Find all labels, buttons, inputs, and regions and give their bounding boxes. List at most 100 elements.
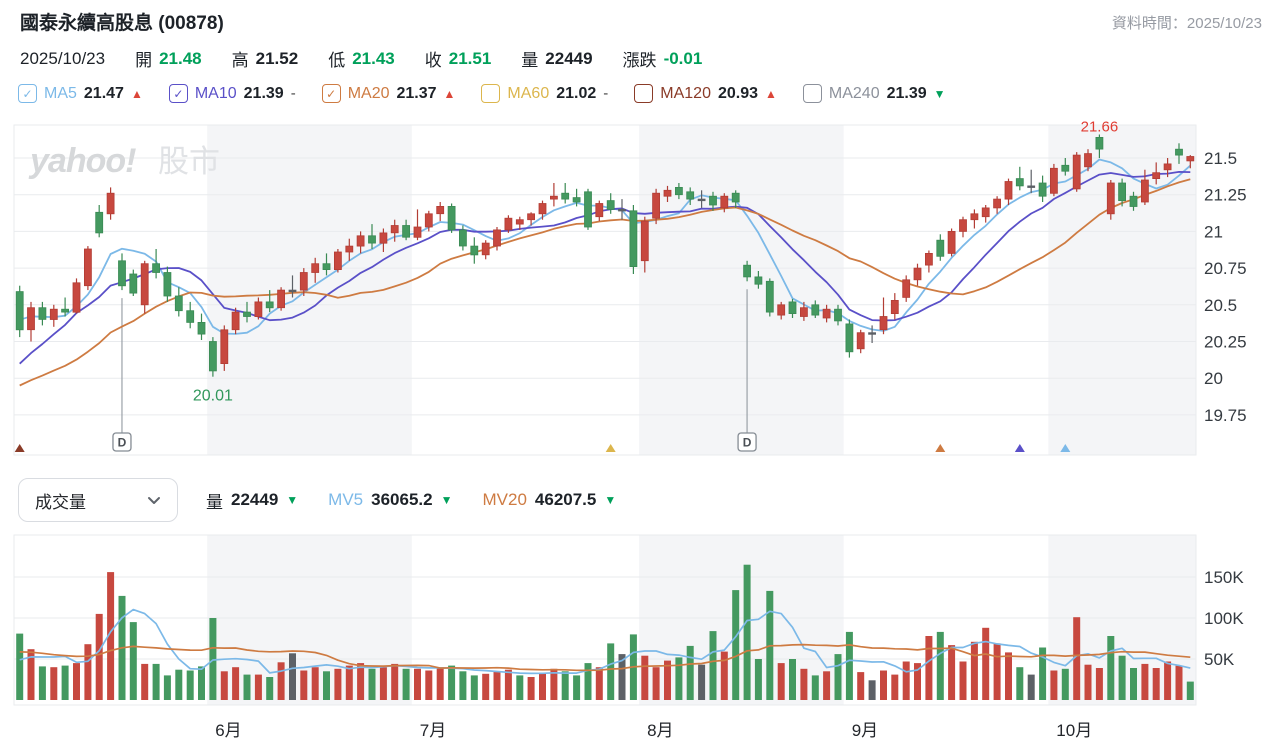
candles-layer <box>15 134 1195 377</box>
ma-value: 21.39 <box>243 84 284 102</box>
month-labels: 6月 7月 8月 9月 10月 <box>215 721 1092 740</box>
quote-field-label: 量 <box>521 51 539 70</box>
quote-field-漲跌: 漲跌 -0.01 <box>623 46 703 71</box>
ma-legend: ✓ MA5 21.47 ▲ ✓ MA10 21.39- ✓ MA20 21.37 ▲ MA60 21.0… <box>18 84 946 103</box>
quote-field-高: 高 21.52 <box>232 46 299 71</box>
volume-stat-label: MV5 <box>328 490 364 509</box>
ma-value: 21.39 <box>886 84 927 102</box>
svg-text:10月: 10月 <box>1056 721 1092 740</box>
event-triangle <box>935 444 946 452</box>
volume-bars <box>16 564 1194 700</box>
ma-checkbox-MA5[interactable]: ✓ <box>18 84 37 103</box>
ma-checkbox-MA60[interactable] <box>481 84 501 103</box>
ma-checkbox-MA120[interactable] <box>634 84 654 103</box>
ma-value: 21.37 <box>396 84 437 102</box>
month-bands <box>207 535 1197 705</box>
svg-text:19.75: 19.75 <box>1204 406 1247 425</box>
svg-text:6月: 6月 <box>215 721 241 740</box>
quote-field-label: 收 <box>424 51 442 70</box>
svg-text:8月: 8月 <box>647 721 673 740</box>
quote-field-value: 21.52 <box>255 48 299 68</box>
ma-direction-icon: - <box>603 85 609 102</box>
ma-checkbox-MA20[interactable]: ✓ <box>321 84 341 103</box>
svg-text:20.25: 20.25 <box>1204 333 1247 352</box>
volume-stat-MV5: MV5 36065.2 ▼ <box>328 490 452 510</box>
volume-type-label: 成交量 <box>35 492 86 512</box>
volume-stats-row: 量 22449 ▼ MV5 36065.2 ▼ MV20 46207.5 ▼ <box>206 478 616 522</box>
page-title: 國泰永續高股息 (00878) <box>20 13 224 34</box>
mv20-line <box>19 643 1191 672</box>
ma-value: 20.93 <box>717 84 759 102</box>
svg-text:21: 21 <box>1204 222 1223 241</box>
ma-label: MA240 <box>828 84 880 102</box>
ma-label: MA120 <box>660 84 711 102</box>
svg-text:100K: 100K <box>1204 609 1244 628</box>
data-timestamp: 資料時間：2025/10/23 <box>1111 15 1262 32</box>
ma-label: MA10 <box>194 84 237 102</box>
ma-legend-item-MA120: MA120 20.93 ▲ <box>634 84 777 103</box>
quote-field-量: 量 22449 <box>521 46 592 71</box>
chevron-down-icon <box>148 496 160 504</box>
ma-legend-item-MA240: MA240 21.39 ▼ <box>802 84 946 103</box>
ma-direction-icon: - <box>290 85 296 102</box>
event-triangle <box>1060 444 1071 452</box>
volume-stat-value: 46207.5 <box>534 490 597 509</box>
ma-direction-icon: ▲ <box>443 86 456 101</box>
svg-text:50K: 50K <box>1204 650 1235 669</box>
volume-stat-direction-icon: ▼ <box>604 493 617 507</box>
quote-field-低: 低 21.43 <box>328 46 395 71</box>
quote-field-value: 21.51 <box>448 48 492 68</box>
svg-text:21.5: 21.5 <box>1204 149 1237 168</box>
event-triangle <box>605 444 616 452</box>
quote-field-label: 高 <box>231 51 249 70</box>
dividend-marker[interactable]: D <box>737 289 757 452</box>
svg-text:D: D <box>118 436 127 450</box>
svg-text:9月: 9月 <box>852 721 878 740</box>
price-chart[interactable]: yahoo! 股市 D D 21.66 20.01 21.5 21.25 21 20.75 20.5… <box>0 120 1280 462</box>
quote-field-value: 22449 <box>545 48 593 68</box>
watermark-suffix: 股市 <box>158 144 220 179</box>
volume-stat-label: 量 <box>206 492 223 512</box>
dividend-marker[interactable]: D <box>112 298 132 452</box>
volume-stat-direction-icon: ▼ <box>286 493 299 507</box>
ma-checkbox-MA240[interactable] <box>802 84 822 103</box>
ma-direction-icon: ▼ <box>933 86 946 101</box>
volume-type-dropdown[interactable]: 成交量 <box>18 478 178 522</box>
svg-text:20.5: 20.5 <box>1204 296 1237 315</box>
mv5-line <box>19 608 1191 675</box>
quote-field-label: 漲跌 <box>622 51 657 70</box>
watermark: yahoo! <box>28 142 136 180</box>
ma-legend-item-MA10: ✓ MA10 21.39- <box>168 84 296 103</box>
quote-field-label: 低 <box>328 51 346 70</box>
price-y-axis: 21.5 21.25 21 20.75 20.5 20.25 20 19.75 <box>1204 149 1247 425</box>
svg-text:D: D <box>743 436 752 450</box>
quote-date: 2025/10/23 <box>20 48 106 68</box>
event-triangle <box>14 444 25 452</box>
volume-stat-label: MV20 <box>482 490 527 509</box>
ma-legend-item-MA60: MA60 21.02- <box>481 84 608 103</box>
period-low-label: 20.01 <box>193 388 233 405</box>
volume-stat-量: 量 22449 ▼ <box>206 488 298 513</box>
volume-chart[interactable]: 150K 100K 50K 6月 7月 8月 9月 10月 <box>0 530 1280 756</box>
volume-stat-value: 36065.2 <box>371 490 433 509</box>
quote-field-value: -0.01 <box>663 48 703 68</box>
ma20-line <box>19 178 1191 387</box>
event-triangle <box>1014 444 1025 452</box>
ma-label: MA60 <box>507 84 550 102</box>
volume-y-axis: 150K 100K 50K <box>1204 568 1244 669</box>
quote-field-收: 收 21.51 <box>425 46 492 71</box>
volume-stat-value: 22449 <box>231 490 279 509</box>
ma-legend-item-MA5: ✓ MA5 21.47 ▲ <box>18 84 143 103</box>
period-high-label: 21.66 <box>1081 120 1119 136</box>
month-bands <box>207 125 1197 455</box>
quote-field-開: 開 21.48 <box>135 46 202 71</box>
ma-label: MA5 <box>44 84 77 102</box>
ma-label: MA20 <box>347 84 390 102</box>
ma5-line <box>19 158 1191 335</box>
quote-row: 2025/10/23 開 21.48 高 21.52 低 21.43 收 21.51 量 2244… <box>20 46 702 71</box>
ma-checkbox-MA10[interactable]: ✓ <box>168 84 188 103</box>
svg-text:7月: 7月 <box>420 721 446 740</box>
quote-field-label: 開 <box>135 51 153 70</box>
svg-text:20.75: 20.75 <box>1204 259 1247 278</box>
ma-value: 21.02 <box>556 84 597 102</box>
